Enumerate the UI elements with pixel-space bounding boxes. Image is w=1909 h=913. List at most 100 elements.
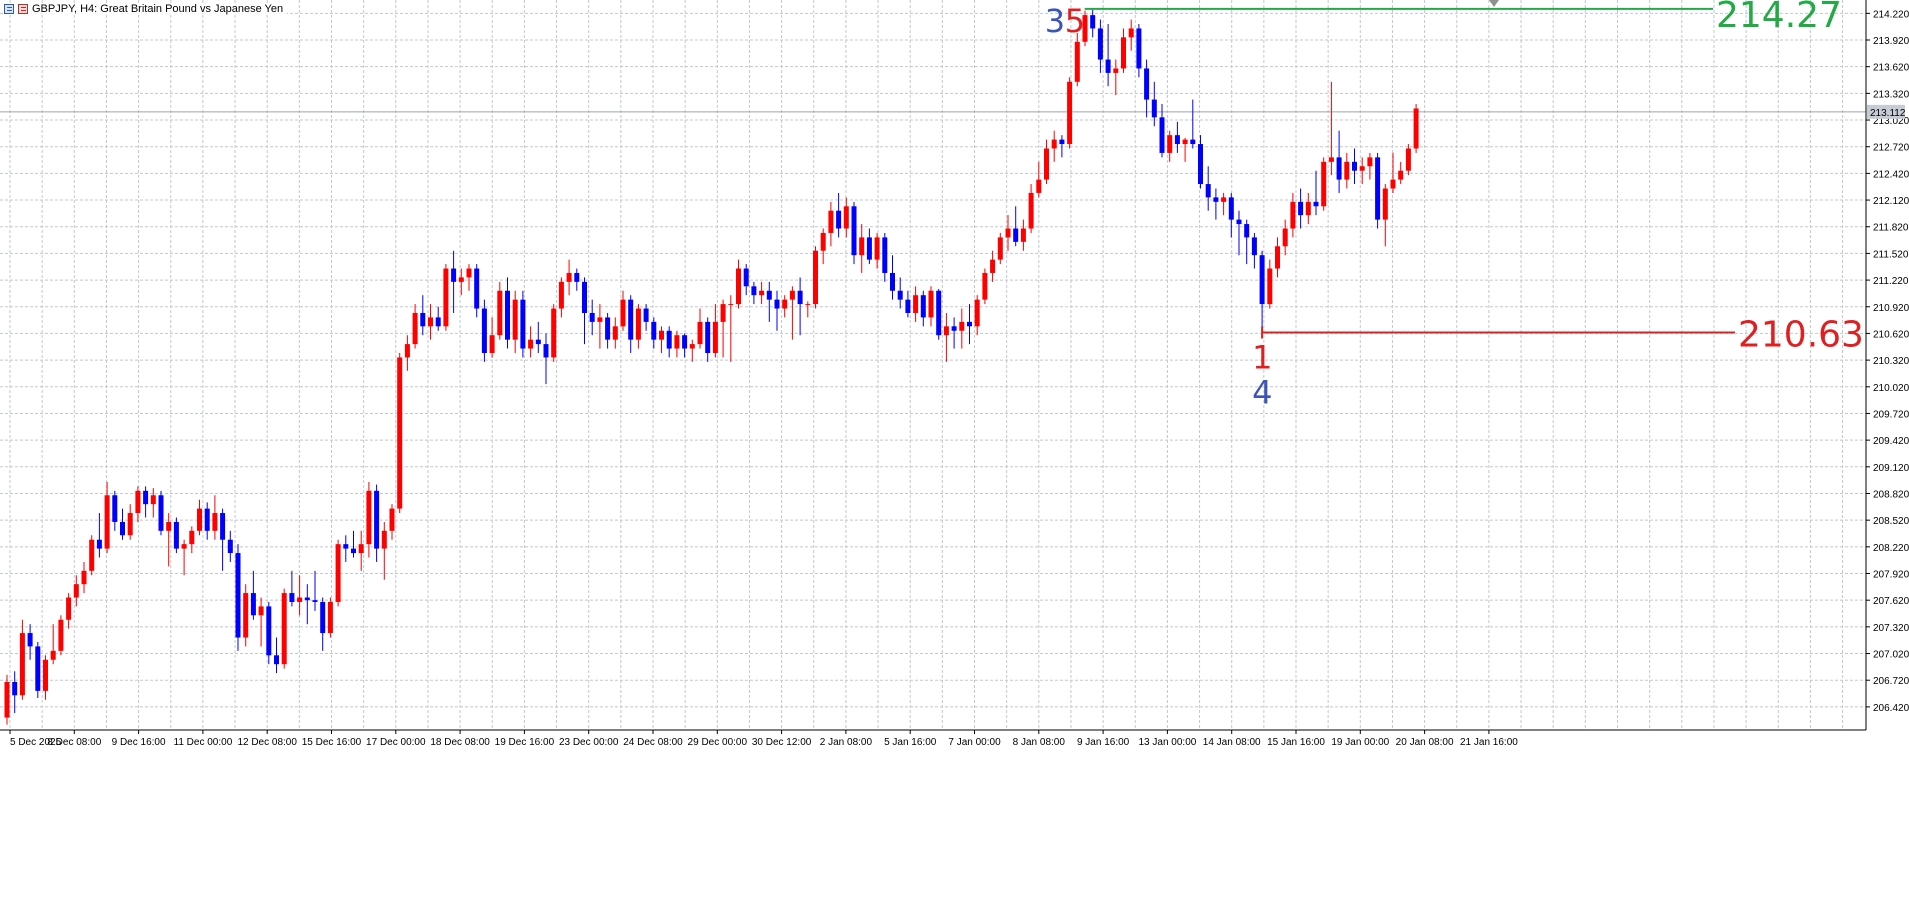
candle [335, 539, 341, 607]
time-tick-label: 15 Dec 16:00 [302, 737, 362, 748]
candle-body [574, 272, 580, 282]
candle-body [1159, 117, 1165, 153]
candle-body [135, 490, 141, 514]
candle-body [990, 259, 996, 273]
candle-body [104, 495, 110, 549]
candle [928, 286, 934, 327]
candle [274, 637, 279, 674]
candle [866, 228, 872, 265]
candle [990, 250, 996, 282]
current-price-marker: 213.112 [1867, 104, 1906, 119]
candle-body [728, 304, 734, 306]
candle-body [597, 317, 603, 322]
candle-body [1074, 41, 1080, 82]
candle [420, 295, 426, 336]
candle [967, 304, 972, 345]
candle [397, 352, 403, 514]
candle [689, 339, 695, 362]
candle-body [258, 606, 264, 616]
chart-window-icon[interactable] [4, 4, 14, 14]
candle [605, 312, 611, 349]
candle-body [620, 299, 626, 327]
candle [1074, 32, 1080, 87]
candle-body [466, 268, 472, 278]
candle [435, 306, 441, 331]
candle [50, 624, 56, 665]
candle [443, 264, 449, 331]
candle [628, 295, 634, 353]
candle [882, 232, 888, 282]
candle-body [974, 299, 980, 327]
price-tick-label: 212.720 [1873, 143, 1909, 154]
candle-body [820, 232, 826, 251]
candle [343, 535, 349, 562]
candle-body [297, 597, 303, 602]
price-axis[interactable]: 214.220 213.920 213.620 213.320 213.020 212.7… [1866, 9, 1909, 714]
price-tick-label: 207.620 [1873, 596, 1909, 607]
time-tick-label: 9 Jan 16:00 [1077, 737, 1130, 748]
candle [520, 290, 526, 358]
candle-body [320, 601, 326, 634]
candle [505, 277, 510, 349]
candle-body [358, 544, 364, 554]
candle [997, 232, 1003, 265]
candle-body [1236, 219, 1242, 225]
candle [381, 521, 387, 580]
candle-body [897, 290, 903, 300]
candle [158, 490, 164, 536]
candle-body [497, 290, 503, 336]
candle [620, 290, 626, 331]
candle [551, 304, 557, 362]
time-tick-label: 8 Dec 08:00 [47, 737, 101, 748]
candle-body [289, 593, 295, 602]
candle [1067, 77, 1073, 149]
candle [1190, 99, 1196, 149]
candle-body [936, 290, 942, 336]
candle-body [1344, 161, 1350, 180]
candle [1113, 59, 1119, 96]
candle-body [805, 304, 811, 306]
candle [574, 268, 580, 291]
candle [1228, 192, 1234, 238]
candle-body [882, 237, 888, 273]
candle [351, 530, 356, 558]
candle [874, 232, 880, 269]
candle [1382, 184, 1388, 247]
candle-body [304, 597, 310, 601]
candle-body [1167, 135, 1173, 153]
candle-body [235, 553, 241, 638]
chart-menu-icon[interactable] [18, 4, 28, 14]
candle [528, 326, 534, 358]
price-tick-label: 207.020 [1873, 650, 1909, 661]
candle [1367, 152, 1373, 180]
candle-body [705, 321, 711, 353]
candle [451, 250, 457, 313]
candle-body [797, 290, 803, 305]
candle-body [1105, 59, 1111, 73]
time-tick-label: 5 Jan 16:00 [884, 737, 937, 748]
candle-body [1097, 28, 1103, 60]
candle [127, 504, 133, 540]
candle-body [905, 299, 911, 313]
candle-body [859, 237, 865, 256]
candle [797, 277, 803, 336]
candle-body [12, 681, 18, 696]
candle [651, 317, 657, 349]
candle-body [1244, 224, 1250, 238]
candle [458, 268, 464, 296]
price-tick-label: 209.720 [1873, 409, 1909, 420]
candle-body [943, 326, 949, 336]
candle [851, 201, 857, 265]
candle-body [458, 277, 464, 282]
candle [890, 255, 895, 300]
candle-body [813, 250, 818, 305]
chart-shift-marker-icon[interactable] [1489, 0, 1499, 7]
candle [1267, 259, 1273, 309]
candle [1375, 152, 1381, 229]
candle-body [720, 304, 726, 322]
candle [1013, 206, 1019, 247]
candle [489, 317, 495, 358]
candle [1059, 135, 1065, 158]
